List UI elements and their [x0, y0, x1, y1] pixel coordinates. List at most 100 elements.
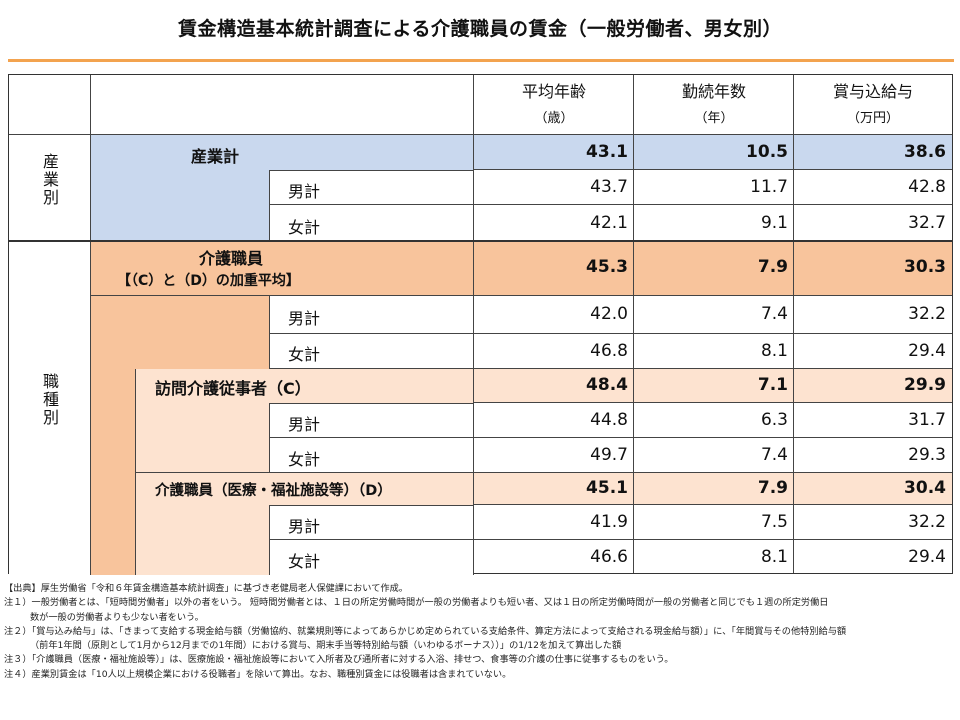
visit-total-salary-cell: [794, 369, 952, 403]
industry-male-label: 男計: [288, 182, 321, 201]
facility-female-age: 46.6: [590, 547, 628, 567]
facility-total-age: 45.1: [586, 478, 628, 498]
care-total-tenure-cell: [634, 241, 794, 296]
facility-male-tenure: 7.5: [760, 512, 788, 532]
visit-total-tenure: 7.1: [757, 375, 788, 395]
industry-male-age-cell: [474, 170, 634, 205]
visit-male-label-cell: [269, 403, 474, 438]
note-source: 【出典】厚生労働省「令和６年賃金構造基本統計調査」に基づき老健局老人保健課におい…: [4, 583, 408, 594]
industry-female-label-cell: [269, 205, 474, 241]
visit-female-label: 女計: [288, 450, 321, 469]
facility-female-salary-cell: [794, 540, 952, 573]
care-male-age: 42.0: [590, 304, 628, 324]
care-male-label-cell: [269, 296, 474, 334]
care-female-tenure-cell: [634, 334, 794, 369]
visit-total-age: 48.4: [586, 375, 628, 395]
note-2: 注２）「賞与込み給与」は、「きまって支給する現金給与額（労働協約、就業規則等によ…: [4, 625, 847, 637]
group-occupation: 職種別: [9, 241, 91, 575]
visit-total-label-cell: [135, 369, 474, 403]
facility-total-salary: 30.4: [904, 478, 946, 498]
care-male-salary: 32.2: [908, 304, 946, 324]
care-female-salary-cell: [794, 334, 952, 369]
care-total-label: 介護職員: [199, 249, 264, 268]
facility-male-label: 男計: [288, 517, 321, 536]
facility-total-label: 介護職員（医療・福祉施設等）（D）: [155, 483, 392, 499]
facility-female-label: 女計: [288, 552, 321, 571]
note-1: 注１）一般労働者とは、「短時間労働者」以外の者をいう。 短時間労働者とは、１日の…: [4, 597, 829, 609]
industry-male-salary-cell: [794, 170, 952, 205]
care-female-label-cell: [269, 334, 474, 369]
facility-male-tenure-cell: [634, 505, 794, 540]
industry-total-age: 43.1: [586, 142, 628, 162]
note-3: 注３）「介護職員（医療・福祉施設等）」は、医療施設・福祉施設等において入所者及び…: [4, 654, 674, 666]
note-2-cont: （前年1年間（原則として1月から12月までの1年間）における賞与、期末手当等特別…: [30, 640, 622, 651]
note-4: 注４）産業別賃金は「10人以上規模企業における役職者」を除いて算出。なお、職種別…: [4, 668, 512, 680]
industry-male-tenure-cell: [634, 170, 794, 205]
care-male-tenure: 7.4: [760, 304, 788, 324]
visit-male-age-cell: [474, 403, 634, 438]
header-age-unit: （歳）: [534, 111, 574, 127]
industry-male-age: 43.7: [590, 177, 628, 197]
facility-female-age-cell: [474, 540, 634, 573]
facility-total-label-cell: [135, 473, 474, 505]
industry-total-salary-cell: [794, 135, 952, 170]
group-industry-label: 産業別: [40, 153, 59, 207]
visit-total-tenure-cell: [634, 369, 794, 403]
group-occupation-label: 職種別: [40, 373, 59, 427]
care-total-salary-cell: [794, 241, 952, 296]
industry-female-label: 女計: [288, 218, 321, 237]
visit-female-age: 49.7: [590, 445, 628, 465]
header-salary-unit: （万円）: [846, 111, 899, 127]
visit-female-tenure-cell: [634, 438, 794, 473]
facility-total-age-cell: [474, 473, 634, 505]
care-total-tenure: 7.9: [757, 257, 788, 277]
industry-male-salary: 42.8: [908, 177, 946, 197]
facility-male-age: 41.9: [590, 512, 628, 532]
visit-male-age: 44.8: [590, 410, 628, 430]
wage-table: 平均年齢 （歳） 勤続年数 （年） 賞与込給与 （万円） 産業別 産業計 男計 …: [8, 74, 953, 575]
visit-total-age-cell: [474, 369, 634, 403]
visit-female-salary: 29.3: [908, 445, 946, 465]
visit-female-age-cell: [474, 438, 634, 473]
facility-male-label-cell: [269, 505, 474, 540]
header-tenure-unit: （年）: [694, 111, 734, 127]
header-age: 平均年齢 （歳）: [474, 75, 634, 135]
facility-total-tenure-cell: [634, 473, 794, 505]
industry-total-tenure-cell: [634, 135, 794, 170]
industry-total-label: 産業計: [191, 147, 240, 166]
facility-female-tenure-cell: [634, 540, 794, 573]
care-female-tenure: 8.1: [760, 341, 788, 361]
industry-total-label-cell: [91, 135, 474, 170]
visit-male-tenure-cell: [634, 403, 794, 438]
industry-male-label-cell: [269, 170, 474, 205]
industry-female-tenure-cell: [634, 205, 794, 241]
title-underline: [8, 59, 954, 62]
visit-total-salary: 29.9: [904, 375, 946, 395]
visit-male-salary: 31.7: [908, 410, 946, 430]
care-total-label-cell: [91, 241, 474, 296]
header-salary: 賞与込給与 （万円）: [794, 75, 952, 135]
visit-total-label: 訪問介護従事者（C）: [155, 379, 311, 398]
care-total-age-cell: [474, 241, 634, 296]
care-female-salary: 29.4: [908, 341, 946, 361]
facility-total-salary-cell: [794, 473, 952, 505]
header-label-area: [91, 75, 474, 135]
header-corner: [9, 75, 91, 135]
facility-female-label-cell: [269, 540, 474, 575]
care-male-salary-cell: [794, 296, 952, 334]
header-salary-label: 賞与込給与: [832, 82, 913, 101]
facility-female-salary: 29.4: [908, 547, 946, 567]
facility-male-salary: 32.2: [908, 512, 946, 532]
visit-female-label-cell: [269, 438, 474, 473]
care-female-age: 46.8: [590, 341, 628, 361]
care-male-tenure-cell: [634, 296, 794, 334]
facility-male-age-cell: [474, 505, 634, 540]
header-tenure: 勤続年数 （年）: [634, 75, 794, 135]
care-female-age-cell: [474, 334, 634, 369]
visit-female-tenure: 7.4: [760, 445, 788, 465]
care-male-label: 男計: [288, 309, 321, 328]
facility-male-salary-cell: [794, 505, 952, 540]
industry-total-tenure: 10.5: [746, 142, 788, 162]
facility-total-tenure: 7.9: [757, 478, 788, 498]
visit-male-tenure: 6.3: [760, 410, 788, 430]
